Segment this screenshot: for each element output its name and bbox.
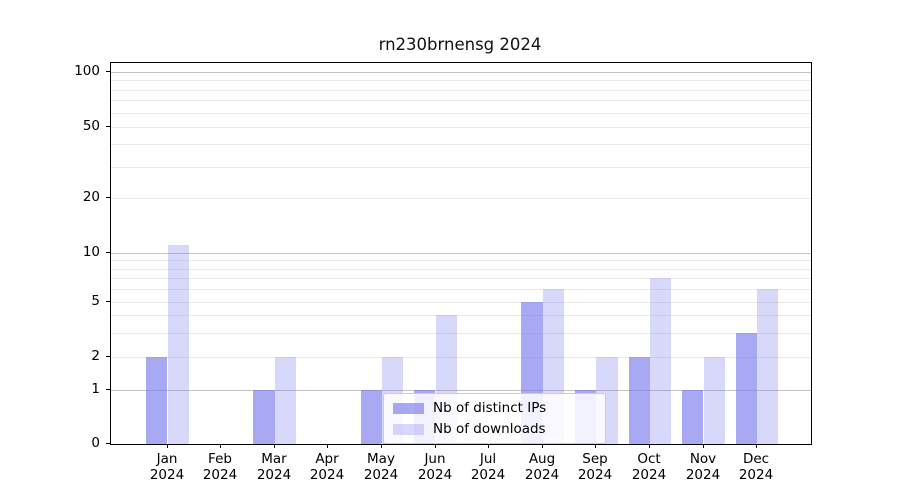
bar-ips-may <box>360 390 382 444</box>
gridline-y-60 <box>111 113 811 114</box>
legend: Nb of distinct IPs Nb of downloads <box>383 393 606 444</box>
y-tick-mark-50 <box>106 126 110 127</box>
y-tick-label-1: 1 <box>91 381 100 397</box>
bar-ips-mar <box>253 390 275 444</box>
y-tick-label-2: 2 <box>91 348 100 364</box>
y-tick-label-5: 5 <box>91 293 100 309</box>
y-tick-label-100: 100 <box>74 63 100 79</box>
x-tick-mark-aug <box>542 444 543 448</box>
gridline-y-90 <box>111 80 811 81</box>
bar-downloads-oct <box>649 278 672 444</box>
gridline-y-5 <box>111 302 811 303</box>
bar-downloads-nov <box>703 357 725 444</box>
legend-item-downloads: Nb of downloads <box>393 421 597 437</box>
y-tick-label-50: 50 <box>82 118 100 134</box>
x-tick-mark-mar <box>274 444 275 448</box>
y-tick-mark-0 <box>106 443 110 444</box>
legend-item-distinct-ips: Nb of distinct IPs <box>393 400 597 416</box>
x-tick-mark-may <box>381 444 382 448</box>
bar-downloads-dec <box>757 289 779 444</box>
x-tick-mark-jul <box>488 444 489 448</box>
chart-title: rn230brnensg 2024 <box>378 35 542 54</box>
y-tick-mark-10 <box>106 252 110 253</box>
gridline-y-10 <box>111 253 811 254</box>
gridline-y-3 <box>111 333 811 334</box>
y-tick-mark-2 <box>106 356 110 357</box>
bar-downloads-mar <box>274 357 297 444</box>
gridline-y-2 <box>111 357 811 358</box>
x-tick-label-mar: Mar 2024 <box>256 451 292 483</box>
x-tick-label-jan: Jan 2024 <box>149 451 185 483</box>
gridline-y-80 <box>111 90 811 91</box>
x-tick-mark-jun <box>435 444 436 448</box>
legend-label-distinct-ips: Nb of distinct IPs <box>433 400 547 416</box>
x-tick-mark-apr <box>327 444 328 448</box>
x-tick-label-jul: Jul 2024 <box>470 451 506 483</box>
legend-label-downloads: Nb of downloads <box>433 421 546 437</box>
gridline-y-20 <box>111 198 811 199</box>
y-tick-mark-100 <box>106 71 110 72</box>
y-tick-label-10: 10 <box>82 244 100 260</box>
bar-downloads-jan <box>167 245 189 444</box>
gridline-y-30 <box>111 167 811 168</box>
gridline-y-7 <box>111 278 811 279</box>
y-tick-mark-5 <box>106 301 110 302</box>
plot-area: Nb of distinct IPs Nb of downloads <box>110 62 812 445</box>
gridline-y-4 <box>111 315 811 316</box>
gridline-y-8 <box>111 269 811 270</box>
y-tick-mark-1 <box>106 389 110 390</box>
gridline-y-70 <box>111 100 811 101</box>
legend-swatch-downloads <box>393 423 424 435</box>
bar-ips-dec <box>735 332 758 444</box>
x-tick-mark-oct <box>649 444 650 448</box>
bar-ips-jan <box>146 357 168 444</box>
y-tick-mark-20 <box>106 197 110 198</box>
x-tick-mark-dec <box>756 444 757 448</box>
x-tick-mark-sep <box>595 444 596 448</box>
x-tick-label-may: May 2024 <box>363 451 399 483</box>
x-tick-label-sep: Sep 2024 <box>577 451 613 483</box>
x-tick-label-jun: Jun 2024 <box>417 451 453 483</box>
gridline-y-40 <box>111 144 811 145</box>
x-tick-label-nov: Nov 2024 <box>685 451 721 483</box>
bar-ips-oct <box>628 357 650 444</box>
x-tick-mark-jan <box>167 444 168 448</box>
gridline-y-100 <box>111 72 811 73</box>
gridline-y-6 <box>111 289 811 290</box>
x-tick-label-oct: Oct 2024 <box>631 451 667 483</box>
y-tick-label-0: 0 <box>91 435 100 451</box>
x-tick-label-feb: Feb 2024 <box>202 451 238 483</box>
x-tick-label-aug: Aug 2024 <box>524 451 560 483</box>
gridline-y-50 <box>111 127 811 128</box>
legend-swatch-distinct-ips <box>393 402 424 414</box>
x-tick-mark-feb <box>220 444 221 448</box>
gridline-y-9 <box>111 260 811 261</box>
y-tick-label-20: 20 <box>82 189 100 205</box>
x-tick-label-apr: Apr 2024 <box>309 451 345 483</box>
bar-ips-nov <box>682 390 704 444</box>
gridline-y-1 <box>111 390 811 391</box>
x-tick-mark-nov <box>703 444 704 448</box>
x-tick-label-dec: Dec 2024 <box>738 451 774 483</box>
